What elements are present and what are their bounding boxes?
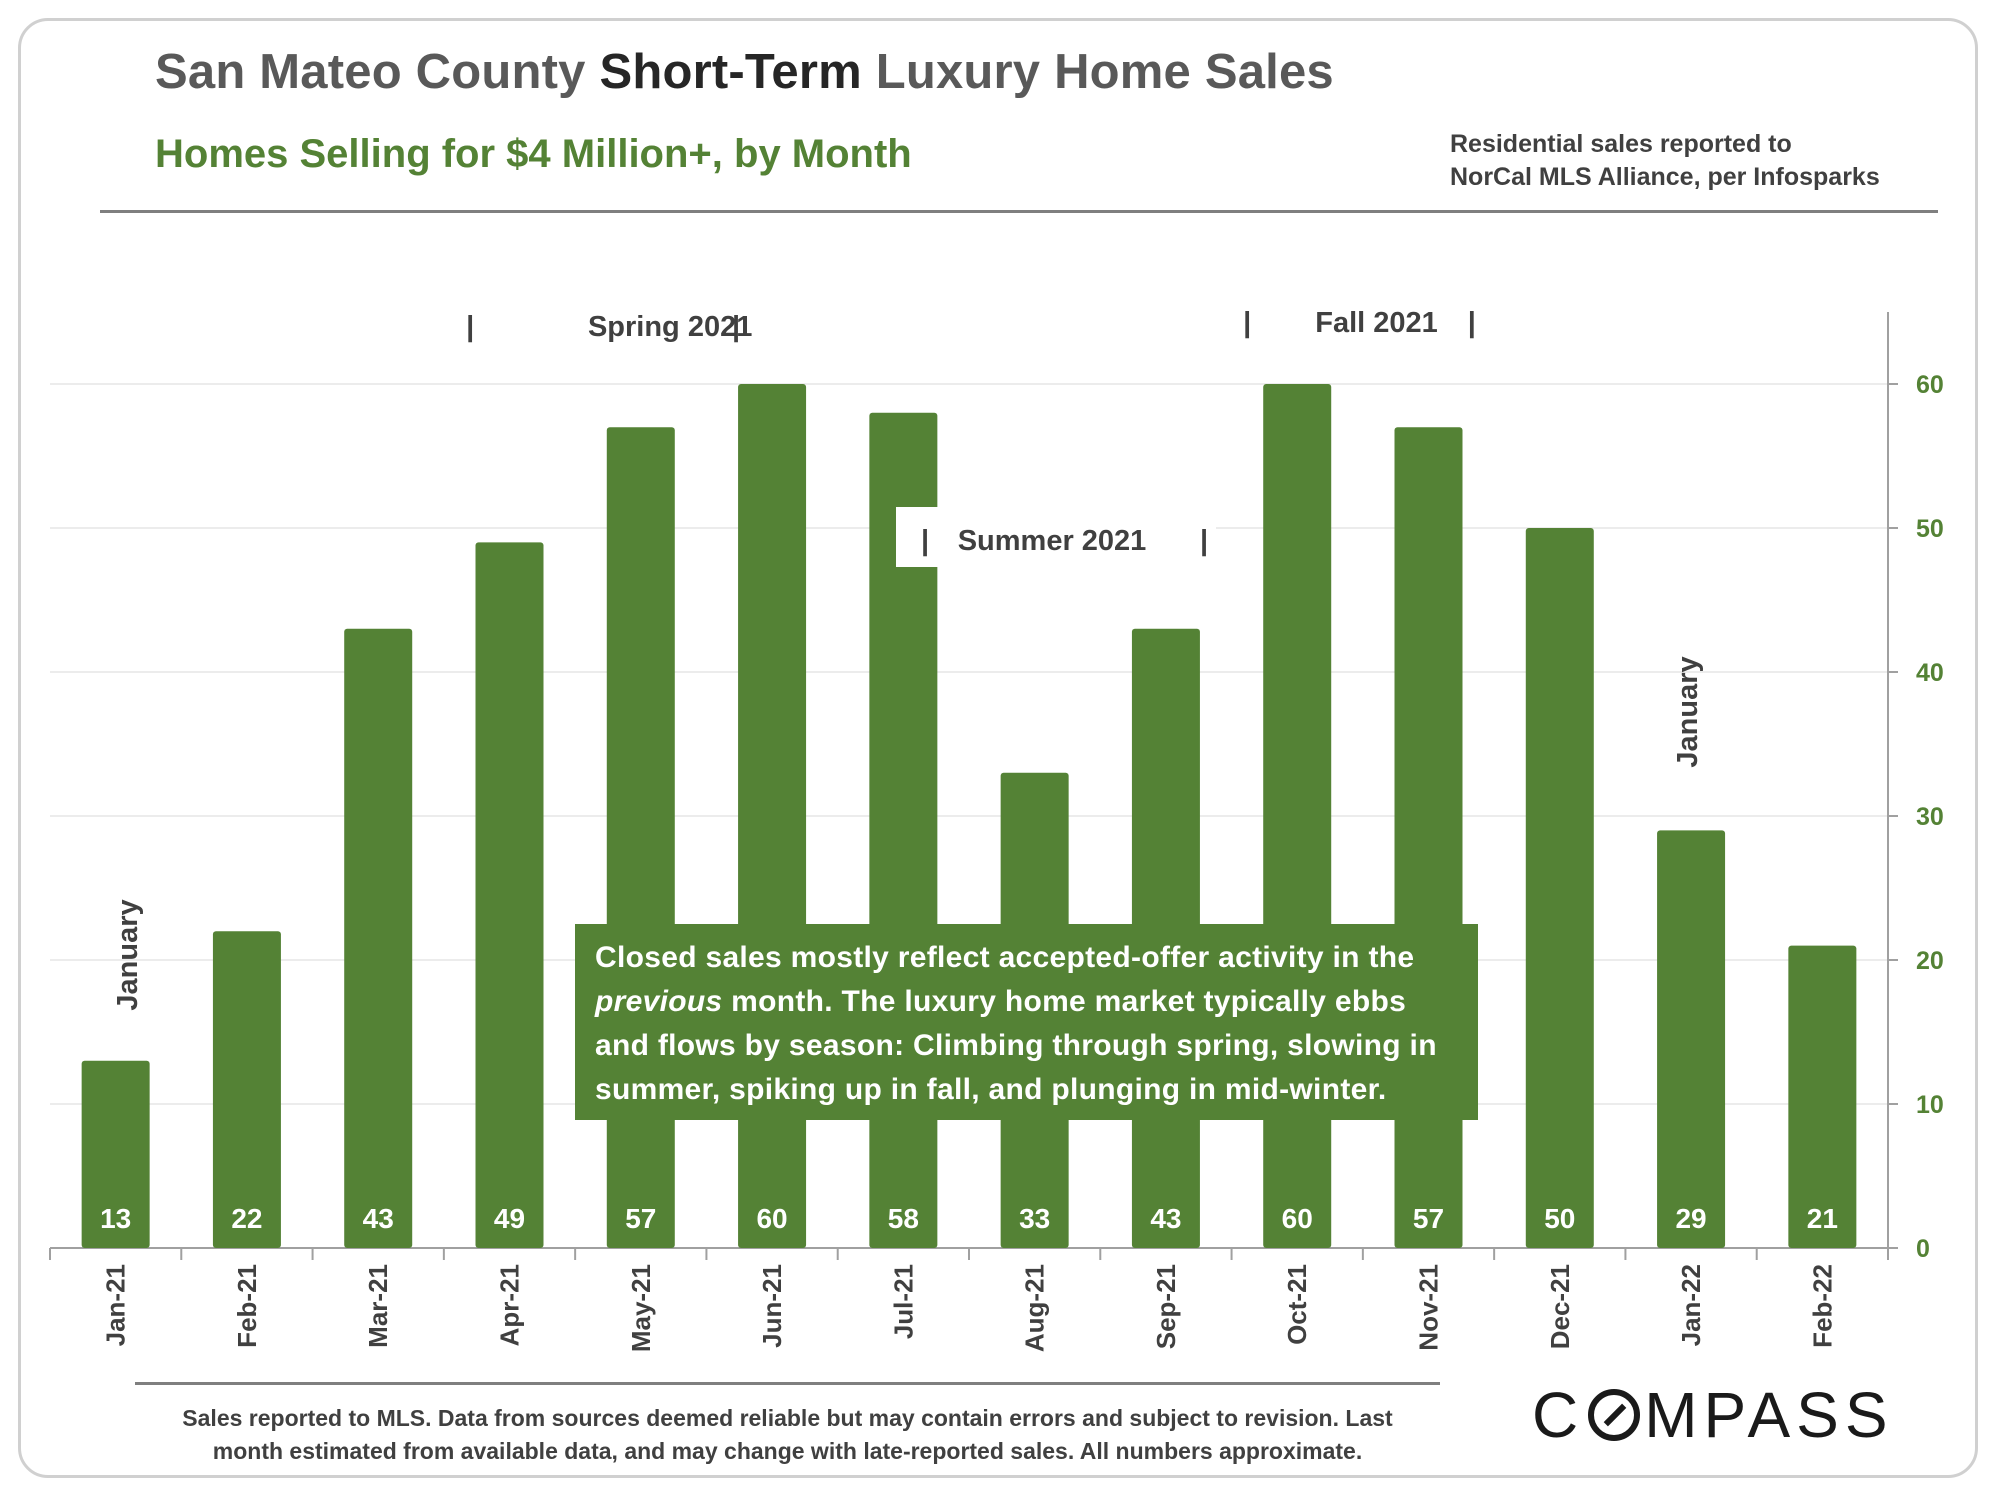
footnote-line-2: month estimated from available data, and… bbox=[212, 1438, 1363, 1464]
separator-mark: | bbox=[466, 311, 474, 343]
header-divider bbox=[100, 210, 1938, 213]
title-part-3: Luxury Home Sales bbox=[861, 45, 1334, 99]
x-tick-label: May-21 bbox=[626, 1264, 656, 1352]
callout-box: Closed sales mostly reflect accepted-off… bbox=[575, 924, 1478, 1120]
callout-line-4: summer, spiking up in fall, and plunging… bbox=[595, 1073, 1387, 1106]
y-tick-label: 50 bbox=[1916, 515, 1944, 543]
bar bbox=[475, 542, 544, 1248]
separator-mark: | bbox=[732, 311, 740, 343]
data-label: 58 bbox=[888, 1203, 919, 1234]
separator-mark: | bbox=[1243, 307, 1251, 339]
bar bbox=[344, 628, 413, 1248]
source-note: Residential sales reported to NorCal MLS… bbox=[1450, 128, 1880, 194]
separator-mark: | bbox=[1200, 525, 1208, 557]
chart-subtitle: Homes Selling for $4 Million+, by Month bbox=[155, 132, 912, 176]
title-part-1: San Mateo County bbox=[155, 45, 600, 99]
callout-line-2: previous month. The luxury home market t… bbox=[595, 980, 1478, 1024]
january-label-2: January bbox=[1672, 656, 1704, 767]
data-label: 13 bbox=[100, 1203, 131, 1234]
y-tick-label: 60 bbox=[1916, 371, 1944, 399]
bar bbox=[1525, 528, 1594, 1248]
x-tick-label: Aug-21 bbox=[1020, 1264, 1050, 1352]
summer-label-background bbox=[896, 507, 1216, 567]
y-tick-label: 20 bbox=[1916, 947, 1944, 975]
callout-line-3: and flows by season: Climbing through sp… bbox=[595, 1029, 1437, 1062]
data-label: 22 bbox=[231, 1203, 262, 1234]
y-tick-label: 30 bbox=[1916, 803, 1944, 831]
x-tick-label: Feb-21 bbox=[232, 1264, 262, 1348]
data-label: 21 bbox=[1807, 1203, 1838, 1234]
bar bbox=[1657, 830, 1726, 1248]
separator-mark: | bbox=[921, 525, 929, 557]
page-title: San Mateo County Short-Term Luxury Home … bbox=[155, 44, 1334, 100]
logo-o-mark bbox=[1588, 1389, 1641, 1441]
source-line-2: NorCal MLS Alliance, per Infosparks bbox=[1450, 163, 1880, 191]
x-tick-label: Jan-22 bbox=[1676, 1264, 1706, 1346]
bar bbox=[81, 1060, 150, 1248]
bar bbox=[212, 931, 281, 1248]
x-tick-label: Dec-21 bbox=[1545, 1264, 1575, 1349]
data-label: 29 bbox=[1675, 1203, 1706, 1234]
x-tick-label: Jun-21 bbox=[757, 1264, 787, 1348]
data-label: 43 bbox=[1150, 1203, 1181, 1234]
season-label-summer: Summer 2021 bbox=[958, 525, 1147, 557]
x-tick-label: Feb-22 bbox=[1807, 1264, 1837, 1348]
x-tick-label: Jul-21 bbox=[888, 1264, 918, 1339]
footnote-line-1: Sales reported to MLS. Data from sources… bbox=[182, 1405, 1393, 1431]
data-label: 60 bbox=[756, 1203, 787, 1234]
data-label: 57 bbox=[1413, 1203, 1444, 1234]
data-label: 43 bbox=[363, 1203, 394, 1234]
x-tick-label: Oct-21 bbox=[1282, 1264, 1312, 1345]
source-line-1: Residential sales reported to bbox=[1450, 130, 1792, 158]
compass-logo: C MPASS bbox=[1532, 1378, 1894, 1452]
season-label-fall: Fall 2021 bbox=[1315, 307, 1438, 339]
footnote: Sales reported to MLS. Data from sources… bbox=[135, 1402, 1440, 1468]
january-label-1: January bbox=[112, 899, 144, 1010]
logo-letters-mpass: MPASS bbox=[1644, 1379, 1894, 1451]
callout-italic-word: previous bbox=[595, 985, 723, 1018]
x-tick-label: Apr-21 bbox=[495, 1264, 525, 1346]
callout-line-2-rest: month. The luxury home market typically … bbox=[722, 985, 1407, 1018]
x-tick-label: Nov-21 bbox=[1414, 1264, 1444, 1351]
data-label: 33 bbox=[1019, 1203, 1050, 1234]
data-label: 60 bbox=[1282, 1203, 1313, 1234]
data-label: 57 bbox=[625, 1203, 656, 1234]
y-tick-label: 0 bbox=[1916, 1235, 1930, 1263]
data-label: 50 bbox=[1544, 1203, 1575, 1234]
logo-letter-c: C bbox=[1532, 1379, 1585, 1451]
callout-line-1: Closed sales mostly reflect accepted-off… bbox=[595, 941, 1415, 974]
title-part-2: Short-Term bbox=[599, 45, 862, 99]
bar bbox=[1788, 945, 1857, 1248]
season-label-spring: Spring 2021 bbox=[588, 311, 752, 343]
y-tick-label: 10 bbox=[1916, 1091, 1944, 1119]
y-tick-label: 40 bbox=[1916, 659, 1944, 687]
x-tick-label: Jan-21 bbox=[101, 1264, 131, 1346]
footer-divider bbox=[135, 1382, 1440, 1385]
x-tick-label: Sep-21 bbox=[1151, 1264, 1181, 1349]
data-label: 49 bbox=[494, 1203, 525, 1234]
separator-mark: | bbox=[1468, 307, 1476, 339]
x-tick-label: Mar-21 bbox=[363, 1264, 393, 1348]
